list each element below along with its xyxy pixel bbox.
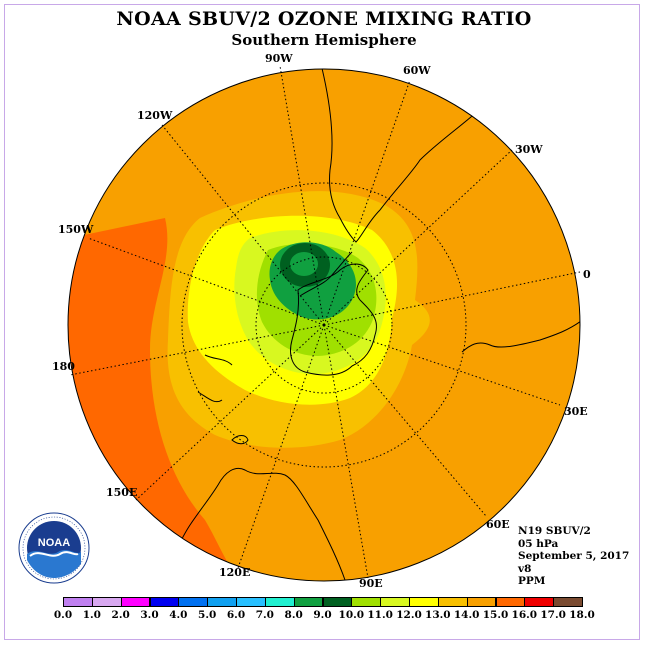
longitude-label-120e: 120E [219,566,251,579]
legend-tick-label: 11.0 [367,609,393,621]
pressure-level-label: 05 hPa [518,537,559,550]
legend-swatch [236,597,266,607]
legend-tick-label: 2.0 [111,609,130,621]
legend-swatch [322,597,353,607]
longitude-label-120w: 120W [137,109,173,122]
longitude-label-90w: 90W [265,52,293,65]
legend-tick-label: 1.0 [82,609,101,621]
legend-swatch [380,597,410,607]
antarctica-coast [290,263,377,376]
legend-swatch [63,597,93,607]
latitude-circle-middle [181,182,467,468]
legend-swatch [149,597,180,607]
legend-swatch [437,597,468,607]
meridian-180 [69,324,325,376]
legend-swatch [264,597,295,607]
legend-swatch [409,597,439,607]
legend-tick-label: 4.0 [169,609,188,621]
meridian-120e [237,324,325,569]
legend-tick-label: 10.0 [338,609,365,621]
longitude-label-0: 0 [583,268,591,281]
legend-tick-label: 17.0 [540,609,566,621]
legend-tick-label: 14.0 [453,609,480,621]
longitude-label-150e: 150E [106,486,138,499]
legend-tick-label: 3.0 [140,609,159,621]
legend-tick-label: 5.0 [198,609,217,621]
longitude-label-90e: 90E [359,577,383,590]
date-label: September 5, 2017 [518,550,630,562]
meridian-120w [161,124,325,326]
meridian-30e [323,324,561,406]
legend-tick-label: 12.0 [396,609,422,621]
info-block: N19 SBUV/2 05 hPa September 5, 2017 v8 P… [518,525,629,588]
legend-swatch [524,597,555,607]
longitude-label-180: 180 [52,360,75,373]
legend-tick-label: 13.0 [425,609,451,621]
page-title: NOAA SBUV/2 OZONE MIXING RATIO [116,8,532,30]
legend-swatch [91,597,122,607]
units-label: PPM [518,575,546,587]
contour-7-8-core [290,252,318,276]
legend-tick-label: 18.0 [569,609,595,621]
color-legend [63,597,583,607]
legend-swatch [293,597,324,607]
latitude-circle-inner [255,256,393,394]
australia-coast [159,467,346,581]
longitude-label-60e: 60E [486,518,510,531]
meridian-30w [323,149,513,326]
legend-tick-label: 9.0 [313,609,332,621]
longitude-label-30w: 30W [515,143,543,156]
noaa-logo: NOAA [18,512,90,584]
longitude-label-60w: 60W [403,64,431,77]
legend-tick-label: 6.0 [226,609,246,621]
meridian-90e [323,324,369,579]
map-boundary [67,68,581,582]
antarctic-peninsula-coast [299,251,353,297]
legend-swatch [466,597,497,607]
longitude-label-150w: 150W [58,223,94,236]
page-subtitle: Southern Hemisphere [231,31,417,49]
legend-tick-label: 7.0 [255,609,274,621]
legend-tick-label: 15.0 [482,609,509,621]
new-zealand-coast [197,354,233,403]
legend-swatch [553,597,583,607]
graticule [69,65,581,579]
legend-swatch [120,597,151,607]
legend-tick-label: 8.0 [284,609,303,621]
meridian-150e [135,324,325,501]
logo-acronym: NOAA [38,537,70,549]
figure-frame [4,4,640,640]
legend-tick-label: 16.0 [511,609,538,621]
legend-swatch [207,597,237,607]
tasmania-coast [231,435,249,445]
africa-coast [461,317,580,353]
legend-tick-label: 0.0 [53,609,73,621]
meridian-60e [323,324,487,517]
version-label: v8 [518,562,532,575]
legend-swatch [351,597,382,607]
legend-swatch [178,597,209,607]
longitude-label-30e: 30E [564,405,588,418]
instrument-label: N19 SBUV/2 [518,525,591,537]
legend-swatch [495,597,526,607]
meridian-60w [323,79,411,326]
